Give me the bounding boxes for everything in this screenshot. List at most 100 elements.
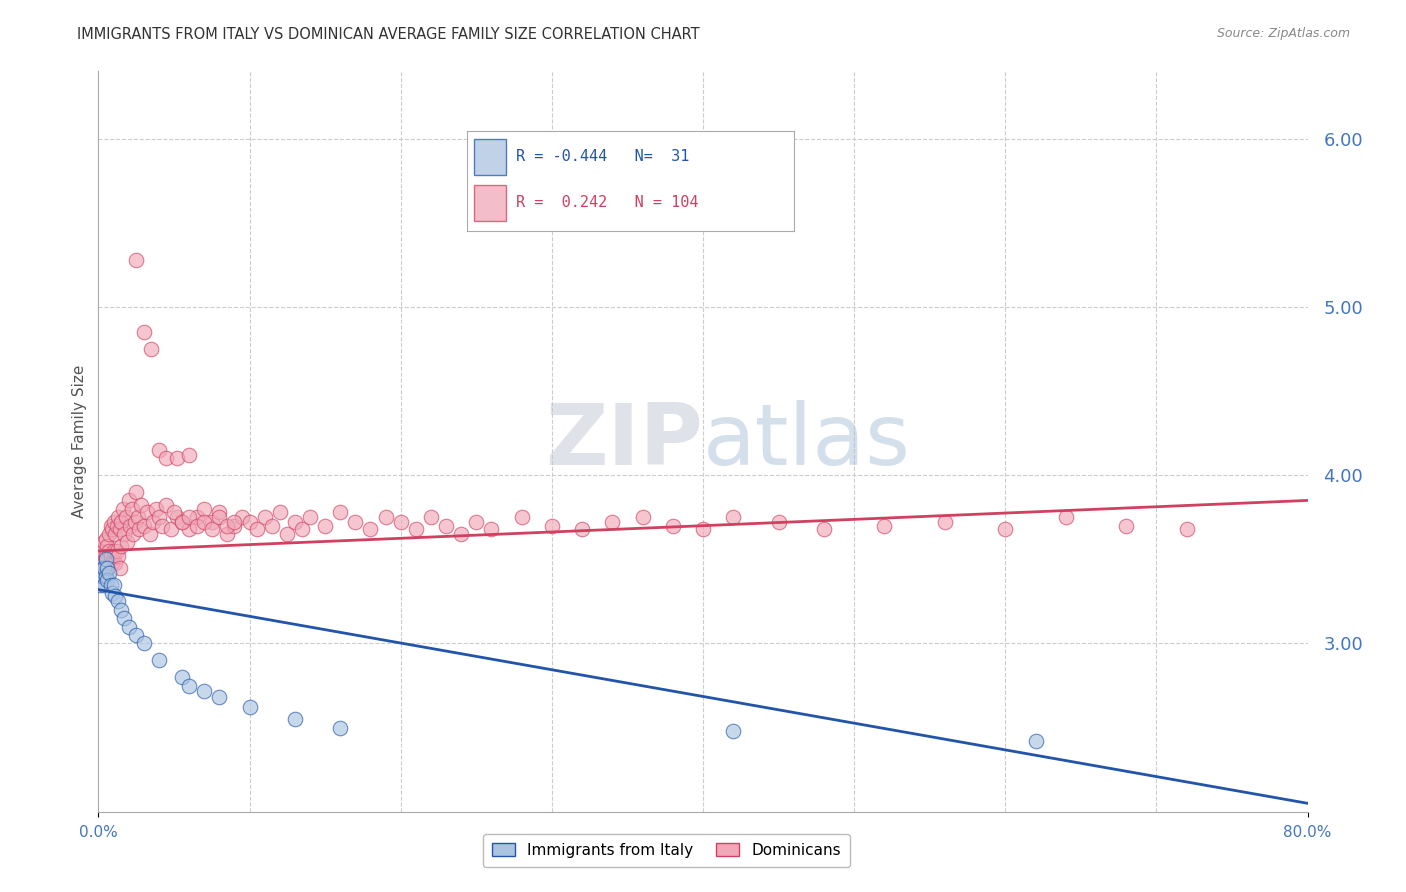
Point bbox=[329, 505, 352, 519]
Point bbox=[166, 451, 188, 466]
Point bbox=[179, 510, 201, 524]
Point bbox=[93, 535, 115, 549]
Point bbox=[94, 569, 117, 583]
Point bbox=[108, 560, 131, 574]
Point bbox=[215, 518, 238, 533]
Point bbox=[110, 516, 132, 530]
Point bbox=[269, 505, 291, 519]
Point bbox=[114, 510, 136, 524]
Point bbox=[148, 510, 170, 524]
Point bbox=[224, 516, 246, 530]
Point bbox=[93, 556, 115, 570]
Point bbox=[284, 712, 307, 726]
Point bbox=[208, 510, 231, 524]
Point bbox=[129, 499, 152, 513]
Text: ZIP: ZIP bbox=[546, 400, 703, 483]
Point bbox=[148, 653, 170, 667]
Point bbox=[104, 556, 127, 570]
Point bbox=[110, 603, 132, 617]
Point bbox=[170, 670, 193, 684]
Point bbox=[112, 611, 135, 625]
Point bbox=[96, 560, 118, 574]
Point bbox=[224, 518, 246, 533]
Point bbox=[111, 501, 134, 516]
Point bbox=[723, 510, 745, 524]
Point bbox=[186, 518, 208, 533]
Point bbox=[107, 594, 129, 608]
Point bbox=[94, 552, 117, 566]
Point bbox=[105, 544, 128, 558]
Point bbox=[360, 522, 382, 536]
Point bbox=[128, 522, 150, 536]
Point bbox=[329, 721, 352, 735]
Point bbox=[692, 522, 714, 536]
Point bbox=[291, 522, 314, 536]
Point bbox=[110, 539, 132, 553]
Text: atlas: atlas bbox=[703, 400, 911, 483]
Point bbox=[465, 516, 488, 530]
Point bbox=[96, 560, 118, 574]
Point bbox=[122, 527, 145, 541]
Point bbox=[135, 505, 157, 519]
Point bbox=[103, 577, 125, 591]
Point bbox=[284, 516, 307, 530]
Point bbox=[193, 683, 215, 698]
Point bbox=[104, 527, 127, 541]
Point bbox=[193, 516, 215, 530]
Point bbox=[434, 518, 457, 533]
Point bbox=[96, 539, 118, 553]
Point bbox=[91, 560, 114, 574]
Point bbox=[96, 573, 118, 587]
Point bbox=[481, 522, 503, 536]
Point bbox=[160, 522, 183, 536]
Point bbox=[93, 577, 115, 591]
Point bbox=[103, 544, 125, 558]
Point bbox=[602, 516, 624, 530]
Point bbox=[723, 723, 745, 738]
Point bbox=[163, 505, 186, 519]
Point bbox=[994, 522, 1017, 536]
Point bbox=[1175, 522, 1198, 536]
Point bbox=[105, 518, 128, 533]
Point bbox=[118, 493, 141, 508]
Point bbox=[170, 516, 193, 530]
Point bbox=[98, 544, 121, 558]
Point bbox=[148, 442, 170, 457]
Point bbox=[262, 518, 284, 533]
Point bbox=[179, 679, 201, 693]
Point bbox=[208, 505, 231, 519]
Text: Source: ZipAtlas.com: Source: ZipAtlas.com bbox=[1216, 27, 1350, 40]
Point bbox=[98, 527, 121, 541]
Point bbox=[873, 518, 896, 533]
Point bbox=[98, 566, 121, 580]
Point bbox=[124, 516, 146, 530]
Point bbox=[208, 690, 231, 705]
Point bbox=[1054, 510, 1077, 524]
Text: IMMIGRANTS FROM ITALY VS DOMINICAN AVERAGE FAMILY SIZE CORRELATION CHART: IMMIGRANTS FROM ITALY VS DOMINICAN AVERA… bbox=[77, 27, 700, 42]
Point bbox=[127, 510, 149, 524]
Point bbox=[132, 636, 155, 650]
Point bbox=[94, 532, 117, 546]
Point bbox=[215, 527, 238, 541]
Legend: Immigrants from Italy, Dominicans: Immigrants from Italy, Dominicans bbox=[484, 834, 851, 867]
Point bbox=[120, 518, 142, 533]
Point bbox=[405, 522, 427, 536]
Point bbox=[132, 518, 155, 533]
Point bbox=[239, 516, 262, 530]
Point bbox=[108, 522, 131, 536]
Point bbox=[145, 501, 167, 516]
Point bbox=[107, 549, 129, 563]
Point bbox=[89, 577, 111, 591]
Point bbox=[276, 527, 298, 541]
Point bbox=[231, 510, 253, 524]
Point bbox=[246, 522, 269, 536]
Point bbox=[299, 510, 322, 524]
Point bbox=[93, 560, 115, 574]
Point bbox=[100, 577, 122, 591]
Point bbox=[142, 516, 165, 530]
Point bbox=[155, 499, 177, 513]
Point bbox=[91, 569, 114, 583]
Point bbox=[125, 252, 148, 267]
Point bbox=[103, 516, 125, 530]
Point bbox=[1115, 518, 1137, 533]
